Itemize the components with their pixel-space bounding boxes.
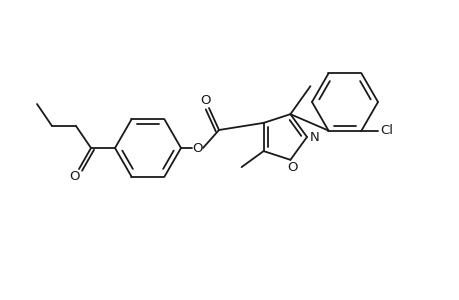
Text: Cl: Cl (379, 124, 392, 137)
Text: O: O (192, 142, 203, 154)
Text: O: O (200, 94, 211, 106)
Text: O: O (70, 170, 80, 184)
Text: O: O (286, 161, 297, 174)
Text: N: N (309, 130, 319, 143)
